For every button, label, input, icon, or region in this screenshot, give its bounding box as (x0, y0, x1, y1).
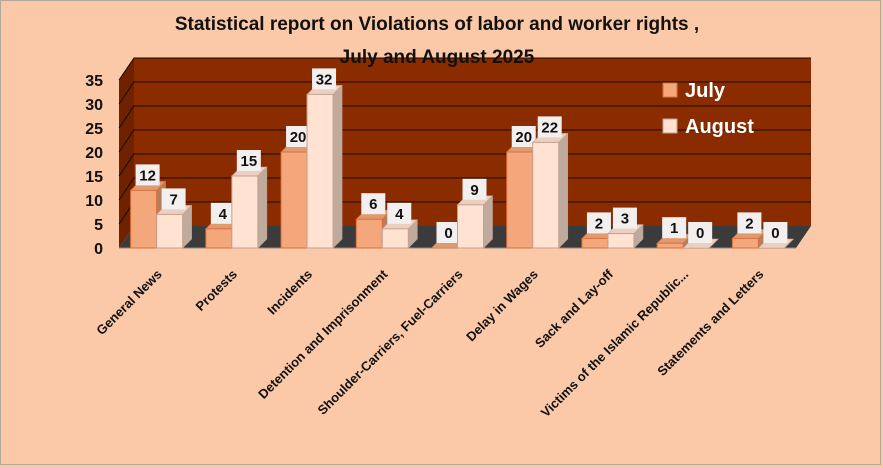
x-tick-label-3: Detention and Imprisonment (255, 266, 391, 402)
bar-s1-c5 (532, 141, 560, 249)
data-label-s0-c2: 20 (290, 129, 307, 146)
bar-s0-c1 (205, 228, 233, 249)
x-tick-label-5: Delay in Wages (463, 267, 541, 345)
data-label-bg-s0-c0 (135, 164, 160, 186)
data-label-s0-c0: 12 (139, 167, 156, 184)
data-label-s1-c1: 15 (240, 153, 257, 170)
chart-title-line-2: July and August 2025 (340, 47, 535, 68)
data-label-bg-s1-c0 (161, 188, 186, 210)
chart-title-line-1: Statistical report on Violations of labo… (175, 14, 699, 35)
data-label-s0-c6: 2 (595, 215, 603, 232)
data-label-bg-s1-c1 (236, 150, 261, 171)
bar-s0-c8 (731, 237, 759, 249)
x-tick-label-4: Shoulder-Carriers, Fuel-Carriers (315, 267, 466, 418)
gridline-30 (118, 81, 811, 105)
legend-label-august: August (685, 116, 754, 138)
data-label-bg-s1-c6 (612, 207, 637, 229)
gridline-35 (118, 57, 811, 81)
bar-s1-c2 (306, 93, 334, 249)
y-tick-label-5: 5 (94, 217, 103, 234)
bar-s0-c2 (280, 151, 308, 249)
bar-s1-c3 (381, 228, 409, 249)
bar-s0-c5 (506, 151, 534, 249)
data-label-bg-s0-c1 (210, 202, 235, 224)
data-label-s0-c5: 20 (515, 129, 532, 146)
bar-s1-c0 (156, 213, 184, 249)
data-label-s1-c5: 22 (541, 119, 558, 136)
data-label-bg-s1-c4 (462, 178, 487, 200)
gridlines (118, 57, 811, 225)
data-label-bg-s0-c2 (286, 126, 311, 147)
bar-side-s1-c4 (483, 195, 493, 249)
legend-label-july: July (685, 80, 726, 102)
bar-side-s1-c7 (708, 238, 719, 249)
data-label-bg-s1-c2 (312, 68, 337, 90)
y-tick-label-35: 35 (85, 73, 103, 90)
bar-s1-c1 (231, 175, 259, 249)
x-tick-label-6: Sack and Lay-off (532, 266, 617, 351)
data-label-bg-s1-c5 (537, 116, 562, 138)
data-label-s1-c2: 32 (316, 71, 333, 88)
x-tick-label-2: Incidents (264, 267, 315, 318)
data-label-bg-s0-c7 (662, 217, 687, 239)
data-label-s1-c3: 4 (395, 206, 404, 223)
chart-title: Statistical report on Violations of labo… (175, 14, 699, 68)
bar-side-s1-c5 (558, 132, 569, 249)
bar-s1-c6 (607, 233, 635, 249)
data-label-s1-c8: 0 (771, 225, 779, 242)
bar-s0-c6 (581, 237, 609, 249)
y-tick-label-10: 10 (85, 193, 103, 210)
bar-side-s1-c1 (257, 166, 268, 249)
data-label-bg-s0-c6 (586, 212, 611, 234)
gridline-15 (118, 153, 811, 177)
x-tick-label-0: General News (93, 267, 164, 338)
data-label-s0-c3: 6 (369, 196, 377, 213)
data-label-s1-c4: 9 (470, 182, 478, 199)
data-label-bg-s1-c3 (387, 202, 412, 224)
data-label-s1-c0: 7 (169, 191, 177, 208)
bar-s0-c0 (130, 189, 158, 249)
y-tick-label-0: 0 (94, 241, 103, 258)
gridline-10 (118, 177, 811, 201)
data-label-s0-c8: 2 (745, 215, 753, 232)
y-axis-ticks: 0 5 10 15 20 25 30 35 (85, 73, 103, 258)
data-label-bg-s1-c7 (688, 222, 713, 243)
data-label-bg-s0-c8 (737, 212, 762, 234)
data-label-bg-s0-c3 (361, 193, 386, 215)
legend-swatch-august (662, 118, 678, 134)
gridline-25 (118, 105, 811, 129)
bar-s0-c7 (656, 242, 684, 249)
data-label-s0-c7: 1 (670, 220, 678, 237)
data-label-s0-c1: 4 (219, 206, 228, 223)
x-tick-label-1: Protests (193, 267, 240, 314)
y-tick-label-30: 30 (85, 97, 103, 114)
bar-s1-c4 (457, 204, 484, 249)
data-label-bg-s1-c8 (763, 222, 788, 243)
bar-side-s1-c2 (332, 84, 343, 249)
data-label-s0-c4: 0 (444, 225, 452, 242)
x-tick-label-7: Victims of the Islamic Republic... (538, 267, 691, 420)
gridline-20 (118, 129, 811, 153)
legend-swatch-july (662, 82, 678, 98)
y-tick-label-15: 15 (85, 169, 103, 186)
y-tick-label-25: 25 (85, 121, 103, 138)
data-label-s1-c6: 3 (621, 211, 629, 228)
data-label-bg-s0-c4 (436, 222, 461, 243)
bar-side-s1-c8 (784, 238, 794, 249)
y-tick-label-20: 20 (85, 145, 103, 162)
data-label-s1-c7: 0 (696, 225, 704, 242)
legend: July August (662, 80, 754, 138)
bar-s0-c3 (355, 218, 383, 249)
data-label-bg-s0-c5 (511, 126, 536, 147)
